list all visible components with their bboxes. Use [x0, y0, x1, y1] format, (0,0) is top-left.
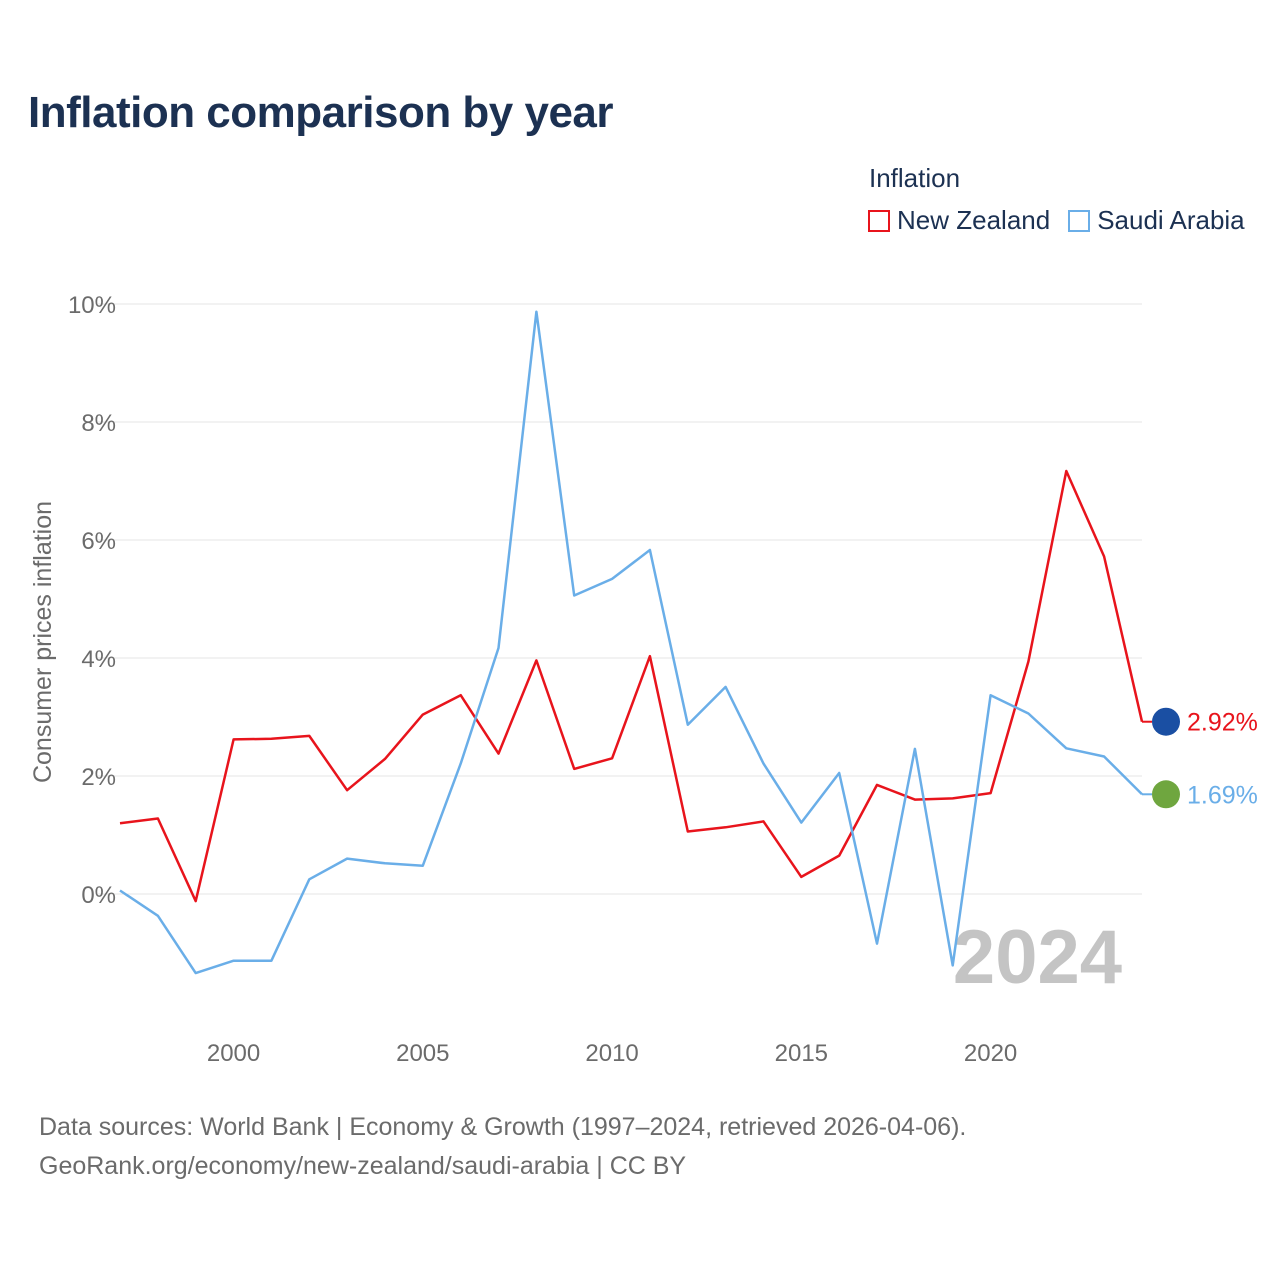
- footer-link[interactable]: GeoRank.org/economy/new-zealand/saudi-ar…: [39, 1152, 687, 1180]
- x-tick-label: 2010: [585, 1040, 638, 1067]
- legend-swatch-saudi-arabia: [1068, 209, 1091, 232]
- x-tick-label: 2020: [964, 1040, 1017, 1067]
- x-tick-label: 2005: [396, 1040, 449, 1067]
- legend-label-new-zealand: New Zealand: [897, 205, 1051, 235]
- chart-title: Inflation comparison by year: [28, 88, 614, 137]
- footer-source: Data sources: World Bank | Economy & Gro…: [39, 1113, 967, 1141]
- y-axis-label: Consumer prices inflation: [29, 501, 57, 783]
- flag-icon-saudi-arabia: [1152, 780, 1180, 809]
- y-tick-label: 8%: [81, 410, 116, 437]
- y-axis-ticks: 0% 2% 4% 6% 8% 10%: [68, 292, 116, 909]
- y-tick-label: 0%: [81, 882, 116, 909]
- legend-item-saudi-arabia[interactable]: Saudi Arabia: [1068, 205, 1245, 236]
- legend-item-new-zealand[interactable]: New Zealand: [868, 205, 1050, 236]
- footer: Data sources: World Bank | Economy & Gro…: [39, 1108, 966, 1186]
- end-label-saudi-arabia: 1.69%: [1187, 781, 1258, 809]
- series-lines: [119, 310, 1144, 975]
- y-tick-label: 6%: [81, 528, 116, 555]
- legend-swatch-new-zealand: [868, 209, 890, 232]
- legend-title: Inflation: [869, 163, 961, 193]
- series-end-markers: 2.92% 1.69%: [1142, 707, 1258, 809]
- x-tick-label: 2015: [775, 1040, 828, 1067]
- y-tick-label: 4%: [81, 646, 116, 673]
- gridlines: [98, 303, 1142, 895]
- x-axis-ticks: 2000 2005 2010 2015 2020: [207, 1040, 1017, 1067]
- y-tick-label: 10%: [68, 292, 116, 319]
- legend: New Zealand Saudi Arabia: [868, 205, 1263, 236]
- series-line-saudi-arabia[interactable]: [119, 310, 1143, 975]
- year-watermark: 2024: [953, 915, 1122, 1000]
- legend-label-saudi-arabia: Saudi Arabia: [1097, 205, 1245, 235]
- y-tick-label: 2%: [81, 764, 116, 791]
- series-line-new-zealand[interactable]: [119, 469, 1144, 903]
- flag-icon-new-zealand: [1152, 707, 1180, 736]
- end-label-new-zealand: 2.92%: [1187, 709, 1258, 737]
- x-tick-label: 2000: [207, 1040, 260, 1067]
